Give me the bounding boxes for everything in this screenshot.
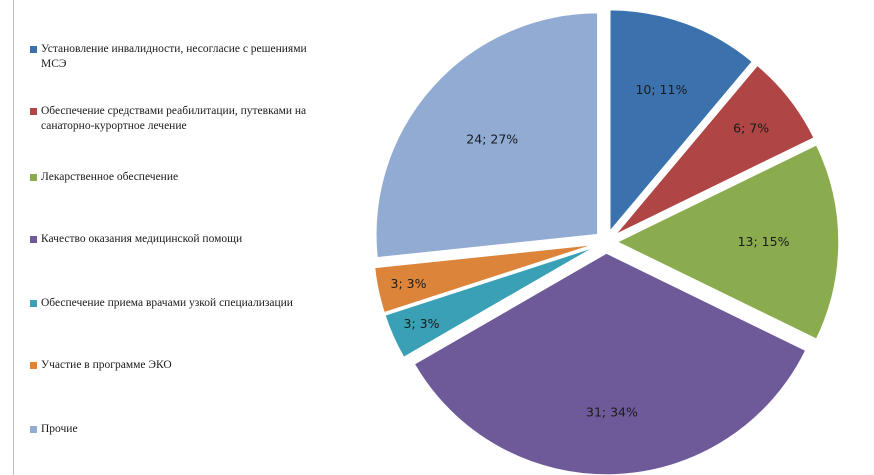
legend-item-rehabilitation: Обеспечение средствами реабилитации, пут… bbox=[30, 104, 320, 134]
data-label-specialists: 3; 3% bbox=[404, 316, 440, 331]
legend-item-medication: Лекарственное обеспечение bbox=[30, 170, 320, 185]
legend-swatch-ivf bbox=[30, 362, 37, 369]
legend-label-care-quality: Качество оказания медицинской помощи bbox=[41, 233, 243, 245]
legend-item-other: Прочие bbox=[30, 422, 320, 437]
legend-item-specialists: Обеспечение приема врачами узкой специал… bbox=[30, 296, 320, 311]
legend-label-rehabilitation: Обеспечение средствами реабилитации, пут… bbox=[41, 105, 307, 132]
data-label-rehabilitation: 6; 7% bbox=[733, 121, 769, 136]
legend-item-disability: Установление инвалидности, несогласие с … bbox=[30, 42, 320, 72]
legend-swatch-rehabilitation bbox=[30, 108, 37, 115]
pie-slice-ivf bbox=[373, 243, 596, 314]
legend-swatch-other bbox=[30, 426, 37, 433]
legend-label-disability: Установление инвалидности, несогласие с … bbox=[41, 43, 307, 70]
legend-label-other: Прочие bbox=[41, 423, 78, 435]
pie-slices bbox=[373, 8, 840, 475]
pie-slice-medication bbox=[615, 143, 840, 341]
legend-swatch-specialists bbox=[30, 300, 37, 307]
legend-swatch-care-quality bbox=[30, 236, 37, 243]
legend-item-care-quality: Качество оказания медицинской помощи bbox=[30, 232, 320, 247]
chart-frame-border bbox=[13, 0, 14, 475]
legend-swatch-disability bbox=[30, 46, 37, 53]
data-label-medication: 13; 15% bbox=[738, 234, 790, 249]
pie-slice-specialists bbox=[383, 245, 597, 359]
legend-item-ivf: Участие в программе ЭКО bbox=[30, 358, 320, 373]
data-label-ivf: 3; 3% bbox=[391, 276, 427, 291]
legend-label-medication: Лекарственное обеспечение bbox=[41, 171, 179, 183]
chart-legend: Установление инвалидности, несогласие с … bbox=[30, 0, 320, 475]
pie-slice-disability bbox=[609, 8, 754, 234]
legend-swatch-medication bbox=[30, 174, 37, 181]
data-label-other: 24; 27% bbox=[466, 132, 518, 147]
data-label-disability: 10; 11% bbox=[635, 82, 687, 97]
pie-data-labels: 10; 11% 6; 7% 13; 15% 31; 34% 3; 3% 3; 3… bbox=[391, 82, 790, 420]
pie-slice-rehabilitation bbox=[614, 64, 816, 236]
data-label-care-quality: 31; 34% bbox=[586, 405, 638, 420]
pie-slice-other bbox=[375, 11, 599, 259]
legend-label-specialists: Обеспечение приема врачами узкой специал… bbox=[41, 297, 293, 309]
legend-label-ivf: Участие в программе ЭКО bbox=[41, 359, 172, 371]
